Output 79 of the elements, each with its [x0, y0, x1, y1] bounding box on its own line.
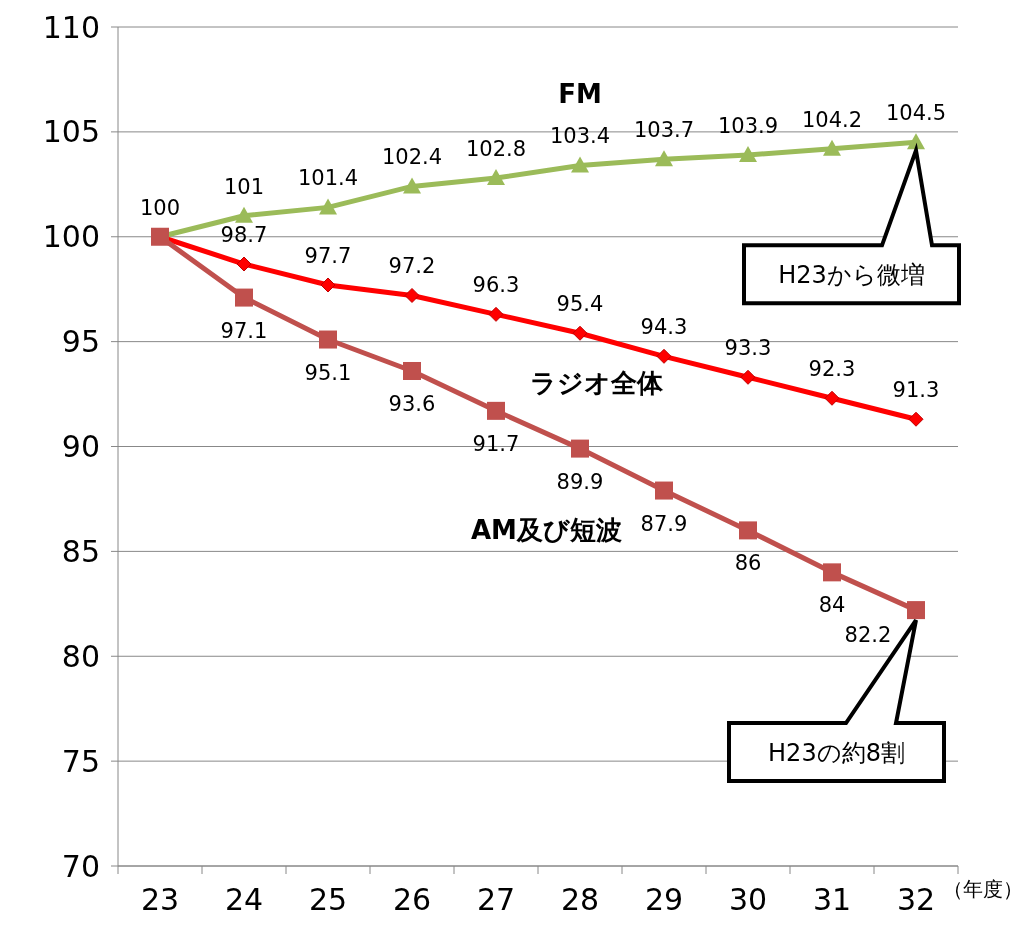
- x-tick-label: 27: [476, 882, 516, 917]
- data-label: 95.1: [304, 360, 352, 385]
- data-label: 101: [223, 174, 265, 199]
- data-label: 91.3: [892, 378, 940, 403]
- point: [823, 139, 841, 156]
- y-tick-label: 100: [42, 219, 100, 255]
- point: [320, 277, 336, 293]
- x-tick-label: 29: [644, 882, 684, 917]
- data-label: 103.9: [717, 113, 779, 138]
- data-label: 104.2: [801, 107, 863, 132]
- y-tick-label: 75: [61, 743, 100, 779]
- data-label: 82.2: [844, 623, 892, 648]
- point: [739, 145, 757, 162]
- annotation: H23から微増: [778, 260, 925, 289]
- point: [487, 169, 505, 186]
- data-label: 103.7: [633, 118, 695, 143]
- point: [739, 521, 757, 540]
- data-label: 84: [818, 593, 846, 618]
- annotation: H23の約8割: [768, 738, 905, 767]
- point: [656, 348, 672, 364]
- y-tick-label: 80: [61, 638, 100, 674]
- point: [740, 369, 756, 385]
- point: [655, 150, 673, 167]
- series-label: ラジオ全体: [530, 367, 665, 398]
- y-tick-label: 105: [42, 114, 100, 150]
- point: [908, 411, 924, 427]
- point: [319, 330, 337, 349]
- point: [572, 325, 588, 341]
- data-label: 98.7: [220, 223, 268, 248]
- x-tick-label: 31: [812, 882, 852, 917]
- y-tick-label: 90: [61, 429, 100, 464]
- data-label: 103.4: [549, 124, 611, 149]
- data-label: 102.4: [381, 145, 443, 170]
- data-label: 96.3: [472, 273, 520, 298]
- x-tick-label: 24: [224, 882, 264, 917]
- point: [571, 439, 589, 458]
- data-label: 104.5: [885, 101, 947, 126]
- data-label: 97.2: [388, 254, 436, 279]
- data-label: 102.8: [465, 137, 527, 162]
- series-label: AM及び短波: [470, 514, 622, 545]
- data-label: 89.9: [556, 469, 604, 494]
- point: [236, 256, 252, 272]
- point: [235, 288, 253, 307]
- data-label: 93.3: [724, 336, 772, 361]
- point: [403, 361, 421, 380]
- data-label: 97.7: [304, 243, 352, 268]
- y-tick-label: 70: [61, 848, 100, 884]
- data-label: 97.1: [220, 318, 268, 343]
- x-tick-label: 23: [140, 882, 180, 917]
- x-tick-label: 30: [728, 882, 768, 917]
- x-tick-label: 25: [308, 882, 348, 917]
- point: [655, 481, 673, 500]
- data-label: 92.3: [808, 357, 856, 382]
- data-label: 101.4: [297, 166, 359, 191]
- x-tick-label: 26: [392, 882, 432, 917]
- data-label: 93.6: [388, 391, 436, 416]
- point: [404, 287, 420, 303]
- point: [235, 206, 253, 223]
- data-label: 87.9: [640, 511, 688, 536]
- data-label: 94.3: [640, 315, 688, 340]
- point: [488, 306, 504, 322]
- data-label: 86: [734, 551, 762, 576]
- x-tick-label: 32: [896, 882, 936, 917]
- point: [823, 563, 841, 582]
- x-axis-title: （年度）: [943, 877, 1023, 901]
- point: [487, 401, 505, 420]
- text: FM: [558, 78, 602, 109]
- data-label: 100: [139, 195, 181, 220]
- point: [403, 177, 421, 194]
- data-label: 91.7: [472, 431, 520, 456]
- x-tick-label: 28: [560, 882, 600, 917]
- point: [907, 601, 925, 620]
- data-label: 95.4: [556, 292, 604, 317]
- point: [571, 156, 589, 173]
- y-tick-label: 95: [61, 324, 100, 360]
- y-tick-label: 110: [42, 9, 100, 45]
- y-tick-label: 85: [61, 533, 100, 569]
- point: [824, 390, 840, 406]
- point: [319, 198, 337, 215]
